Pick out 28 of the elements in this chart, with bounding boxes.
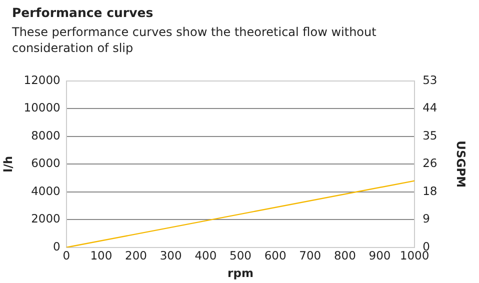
y2-tick-label: 9 [422,212,430,226]
x-tick-label: 600 [264,248,286,262]
y2-tick-label: 35 [422,128,438,142]
x-tick-label: 0 [62,248,70,262]
x-tick-label: 700 [299,248,322,262]
x-tick-label: 200 [125,248,147,262]
y2-axis-title: USGPM [454,140,468,188]
y-tick-label: 6000 [31,156,60,170]
y-axis-title: l/h [0,156,15,172]
y2-tick-label: 53 [422,72,438,87]
y-tick-label: 0 [53,239,60,254]
y-tick-label: 12000 [24,72,60,87]
x-tick-label: 100 [90,248,112,262]
x-tick-label: 400 [194,248,217,262]
y-tick-label: 2000 [31,212,60,226]
chart-subtitle: These performance curves show the theoretical flow without consideration of slip [12,24,378,56]
x-tick-label: 900 [368,248,391,262]
y2-tick-label: 26 [422,156,438,170]
y2-tick-label: 18 [422,184,438,198]
x-tick-label: 800 [334,248,356,262]
y-tick-label: 8000 [31,128,60,142]
chart-title: Performance curves [12,5,154,20]
y-tick-label: 10000 [24,100,60,115]
y-tick-label: 4000 [31,184,60,198]
y2-tick-label: 44 [422,100,438,115]
x-tick-label: 300 [160,248,182,262]
x-tick-label: 500 [230,248,252,262]
x-axis-title: rpm [228,266,254,280]
